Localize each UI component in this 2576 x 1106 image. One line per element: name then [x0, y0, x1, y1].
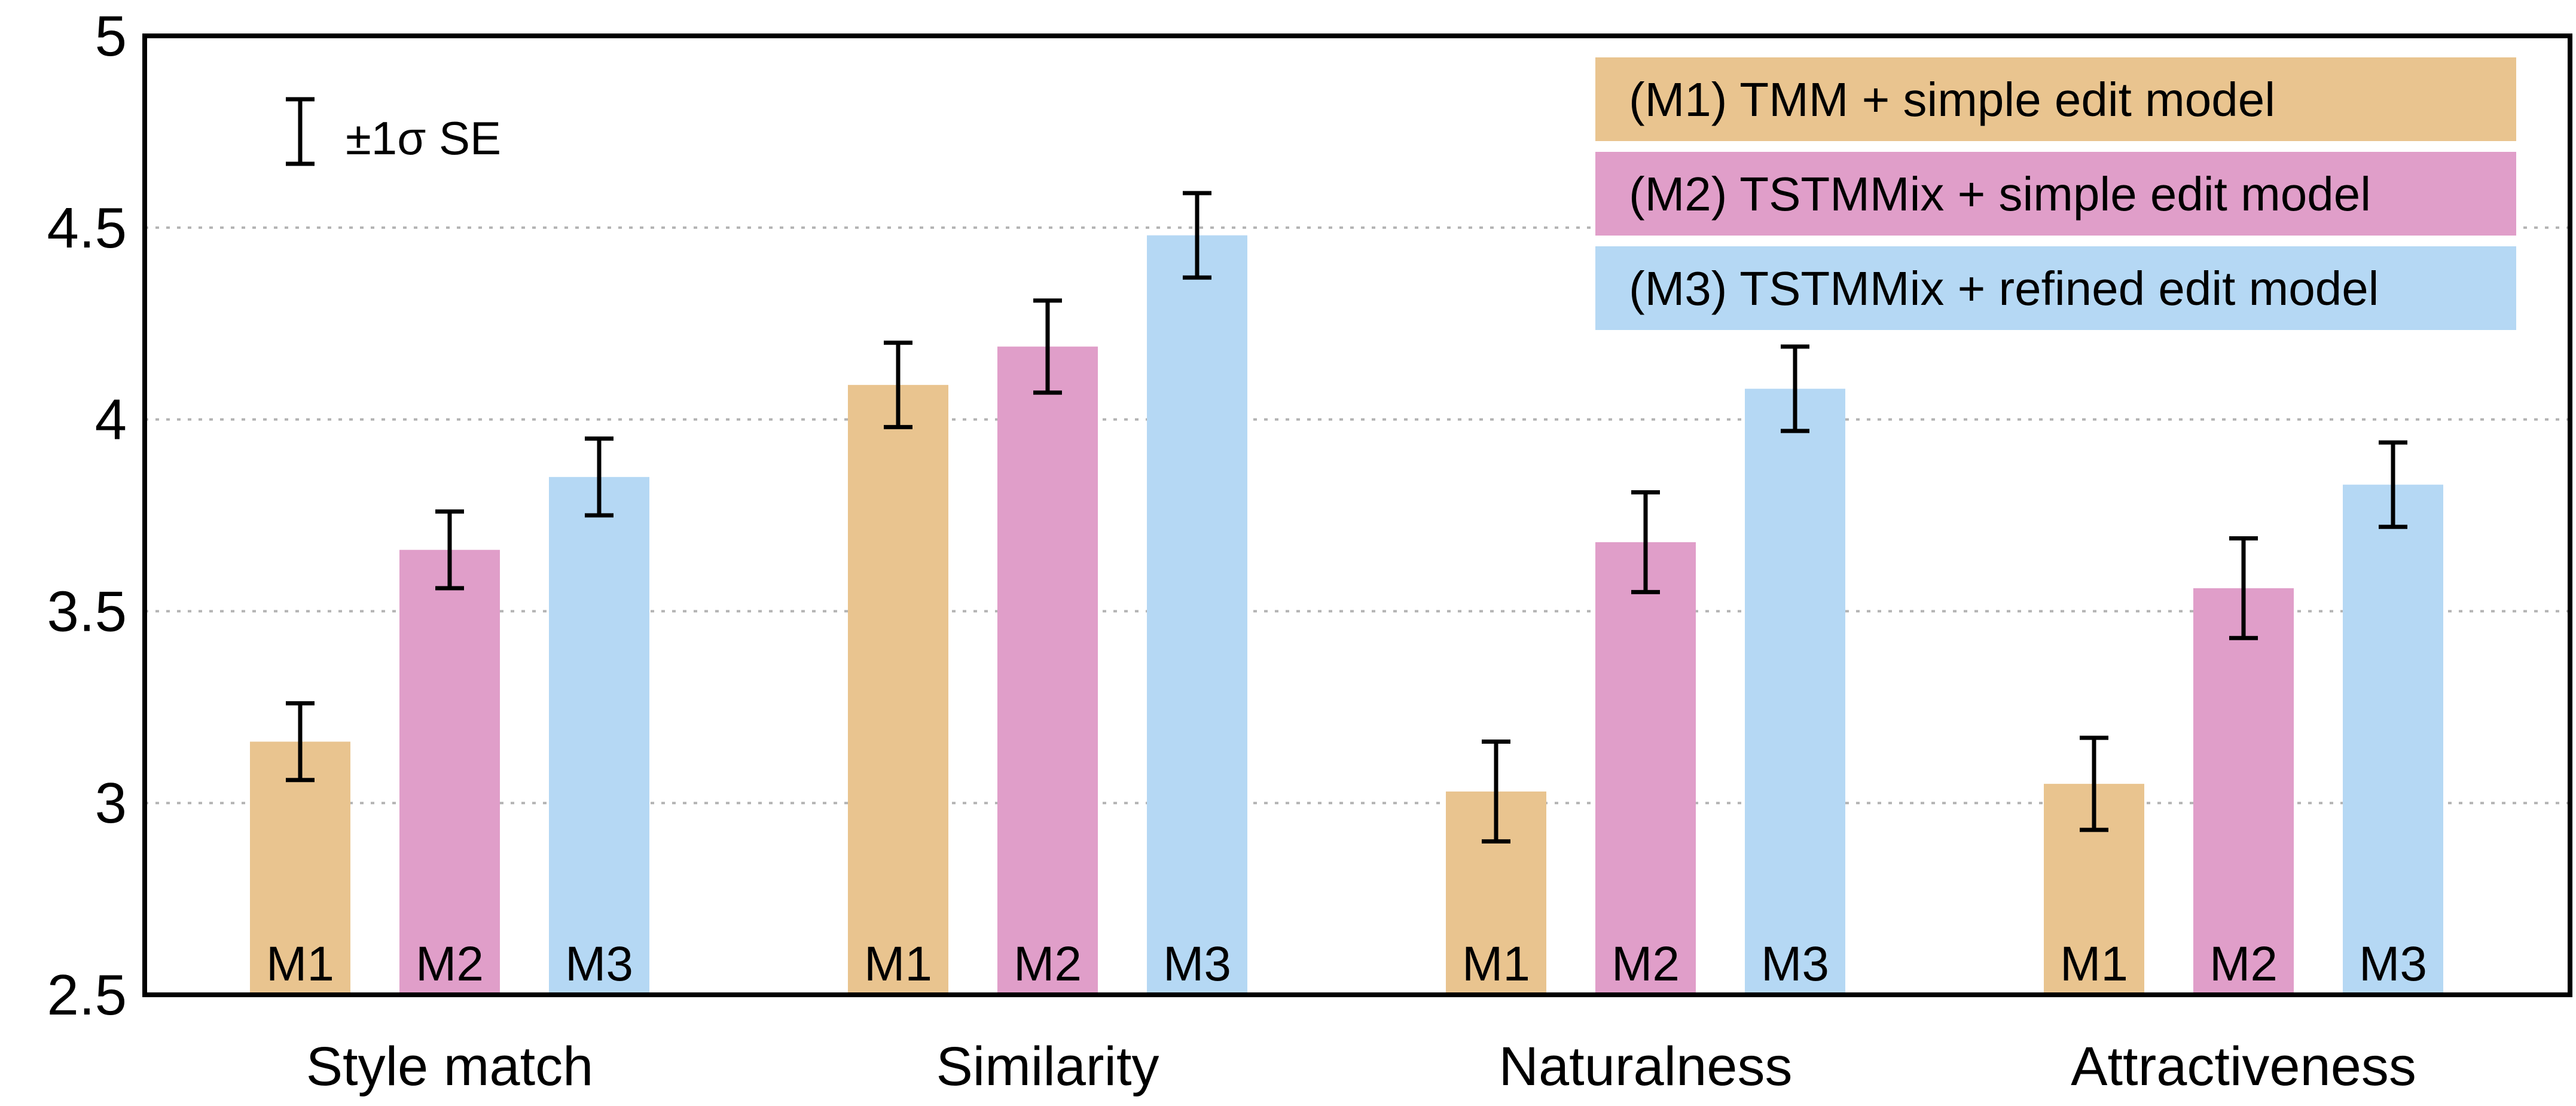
error-bar [1033, 298, 1062, 395]
bar-m2-3 [1595, 542, 1696, 995]
x-category-label: Naturalness [1499, 1036, 1793, 1097]
legend-swatch-m1 [1595, 57, 2516, 141]
legend-swatch-m2 [1595, 152, 2516, 236]
bar-label: M3 [565, 937, 633, 991]
legend-swatch-m3 [1595, 246, 2516, 330]
error-bar [585, 436, 614, 518]
x-category-label: Style match [306, 1036, 594, 1097]
x-category-label: Similarity [936, 1036, 1159, 1097]
x-axis-categories: Style match Similarity Naturalness Attracti… [306, 1036, 2416, 1097]
error-bars [286, 191, 2407, 844]
plot-frame [142, 33, 2572, 997]
error-bar [1183, 191, 1211, 280]
error-bar [1482, 740, 1510, 844]
error-bar [435, 509, 464, 591]
bars [250, 235, 2443, 995]
bar-label: M3 [1761, 937, 1829, 991]
bar-label: M3 [1163, 937, 1231, 991]
bar-m3-4 [2343, 484, 2443, 995]
bar-label: M2 [1014, 937, 1082, 991]
x-category-label: Attractiveness [2071, 1036, 2416, 1097]
bar-label: M2 [2209, 937, 2278, 991]
y-tick-label: 3 [95, 771, 127, 835]
bar-m3-2 [1147, 235, 1247, 995]
error-bar-icon [286, 97, 315, 166]
bar-labels: M1 M1 M1 M1 M2 M2 M2 M2 M3 M3 M3 M3 [266, 937, 2427, 991]
bar-m2-1 [399, 549, 500, 995]
y-tick-label: 3.5 [47, 579, 127, 643]
error-bar [2080, 735, 2108, 832]
bar-label: M2 [1611, 937, 1680, 991]
bar-label: M1 [864, 937, 932, 991]
legend: (M1) TMM + simple edit model (M2) TSTMMix… [1595, 57, 2516, 330]
y-tick-label: 4 [95, 388, 127, 452]
bar-m2-4 [2193, 588, 2294, 995]
error-bar [286, 701, 315, 783]
error-bar [1631, 490, 1660, 594]
bar-m1-1 [250, 741, 350, 995]
error-bar-note-text: ±1σ SE [346, 112, 501, 164]
error-bar [2229, 536, 2258, 640]
bar-label: M1 [1462, 937, 1530, 991]
bar-m1-2 [848, 384, 948, 995]
bar-label: M2 [416, 937, 484, 991]
error-bar-note: ±1σ SE [286, 97, 501, 166]
y-tick-label: 2.5 [47, 963, 127, 1027]
y-axis-ticks: 2.5 3 3.5 4 4.5 5 [47, 4, 127, 1027]
bar-label: M1 [2060, 937, 2128, 991]
error-bar [884, 340, 912, 429]
legend-label-m2: (M2) TSTMMix + simple edit model [1629, 167, 2371, 221]
bar-label: M3 [2359, 937, 2427, 991]
legend-label-m3: (M3) TSTMMix + refined edit model [1629, 262, 2379, 315]
bar-label: M1 [266, 937, 334, 991]
bar-m2-2 [997, 346, 1098, 995]
error-bar [1781, 344, 1809, 433]
y-tick-label: 5 [95, 4, 127, 68]
bar-m3-3 [1745, 389, 1845, 995]
legend-label-m1: (M1) TMM + simple edit model [1629, 73, 2275, 126]
bar-m3-1 [549, 476, 649, 995]
error-bar [2379, 440, 2407, 529]
y-tick-label: 4.5 [47, 196, 127, 260]
